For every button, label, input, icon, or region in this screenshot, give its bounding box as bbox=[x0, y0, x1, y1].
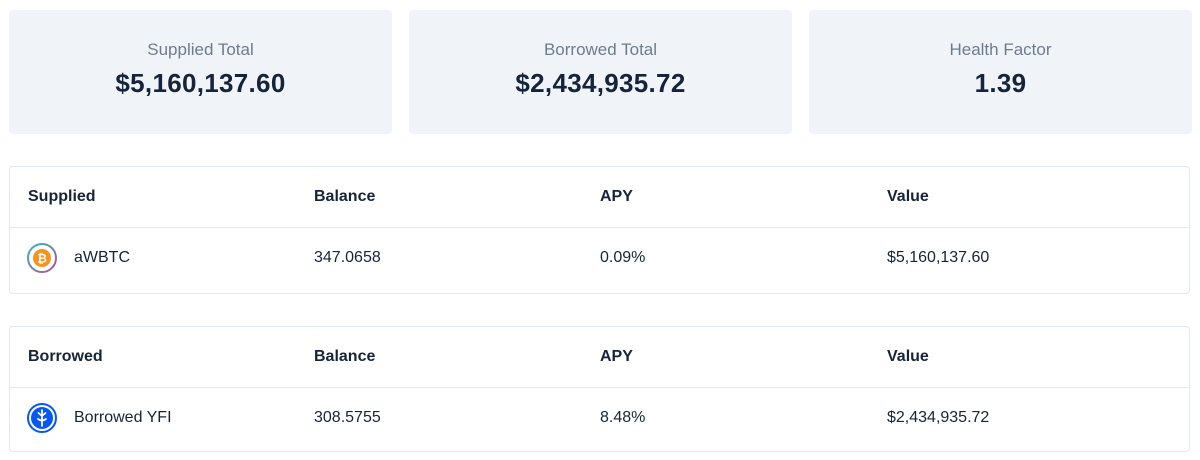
header-supplied: Supplied bbox=[28, 188, 96, 205]
svg-text:₿: ₿ bbox=[37, 252, 47, 266]
header-value: Value bbox=[887, 348, 929, 365]
asset-balance: 308.5755 bbox=[314, 409, 381, 426]
borrowed-table: Borrowed Balance APY Value Borrowed YFI … bbox=[9, 326, 1190, 452]
yfi-token-icon bbox=[27, 403, 57, 433]
header-apy: APY bbox=[600, 348, 633, 365]
header-balance: Balance bbox=[314, 348, 376, 365]
supplied-total-card: Supplied Total $5,160,137.60 bbox=[9, 10, 392, 134]
table-row[interactable]: ₿ aWBTC 347.0658 0.09% $5,160,137.60 bbox=[10, 228, 1189, 288]
borrowed-total-label: Borrowed Total bbox=[543, 39, 658, 59]
borrowed-total-value: $2,434,935.72 bbox=[515, 67, 686, 98]
health-factor-card: Health Factor 1.39 bbox=[809, 10, 1192, 134]
table-row[interactable]: Borrowed YFI 308.5755 8.48% $2,434,935.7… bbox=[10, 388, 1189, 448]
supplied-table: Supplied Balance APY Value ₿ aWBTC 347.0… bbox=[9, 166, 1190, 294]
asset-value: $5,160,137.60 bbox=[887, 249, 990, 266]
borrowed-table-header: Borrowed Balance APY Value bbox=[10, 327, 1189, 388]
health-factor-value: 1.39 bbox=[974, 67, 1027, 98]
asset-value: $2,434,935.72 bbox=[887, 409, 990, 426]
summary-cards: Supplied Total $5,160,137.60 Borrowed To… bbox=[9, 10, 1192, 134]
asset-apy: 8.48% bbox=[600, 409, 646, 426]
supplied-total-value: $5,160,137.60 bbox=[115, 67, 286, 98]
health-factor-label: Health Factor bbox=[949, 39, 1052, 59]
asset-name: aWBTC bbox=[74, 249, 130, 266]
header-apy: APY bbox=[600, 188, 633, 205]
header-balance: Balance bbox=[314, 188, 376, 205]
supplied-table-header: Supplied Balance APY Value bbox=[10, 167, 1189, 228]
header-value: Value bbox=[887, 188, 929, 205]
asset-apy: 0.09% bbox=[600, 249, 646, 266]
awbtc-token-icon: ₿ bbox=[27, 243, 57, 273]
asset-balance: 347.0658 bbox=[314, 249, 381, 266]
borrowed-total-card: Borrowed Total $2,434,935.72 bbox=[409, 10, 792, 134]
supplied-total-label: Supplied Total bbox=[147, 39, 254, 59]
asset-name: Borrowed YFI bbox=[74, 409, 172, 426]
header-borrowed: Borrowed bbox=[28, 348, 103, 365]
